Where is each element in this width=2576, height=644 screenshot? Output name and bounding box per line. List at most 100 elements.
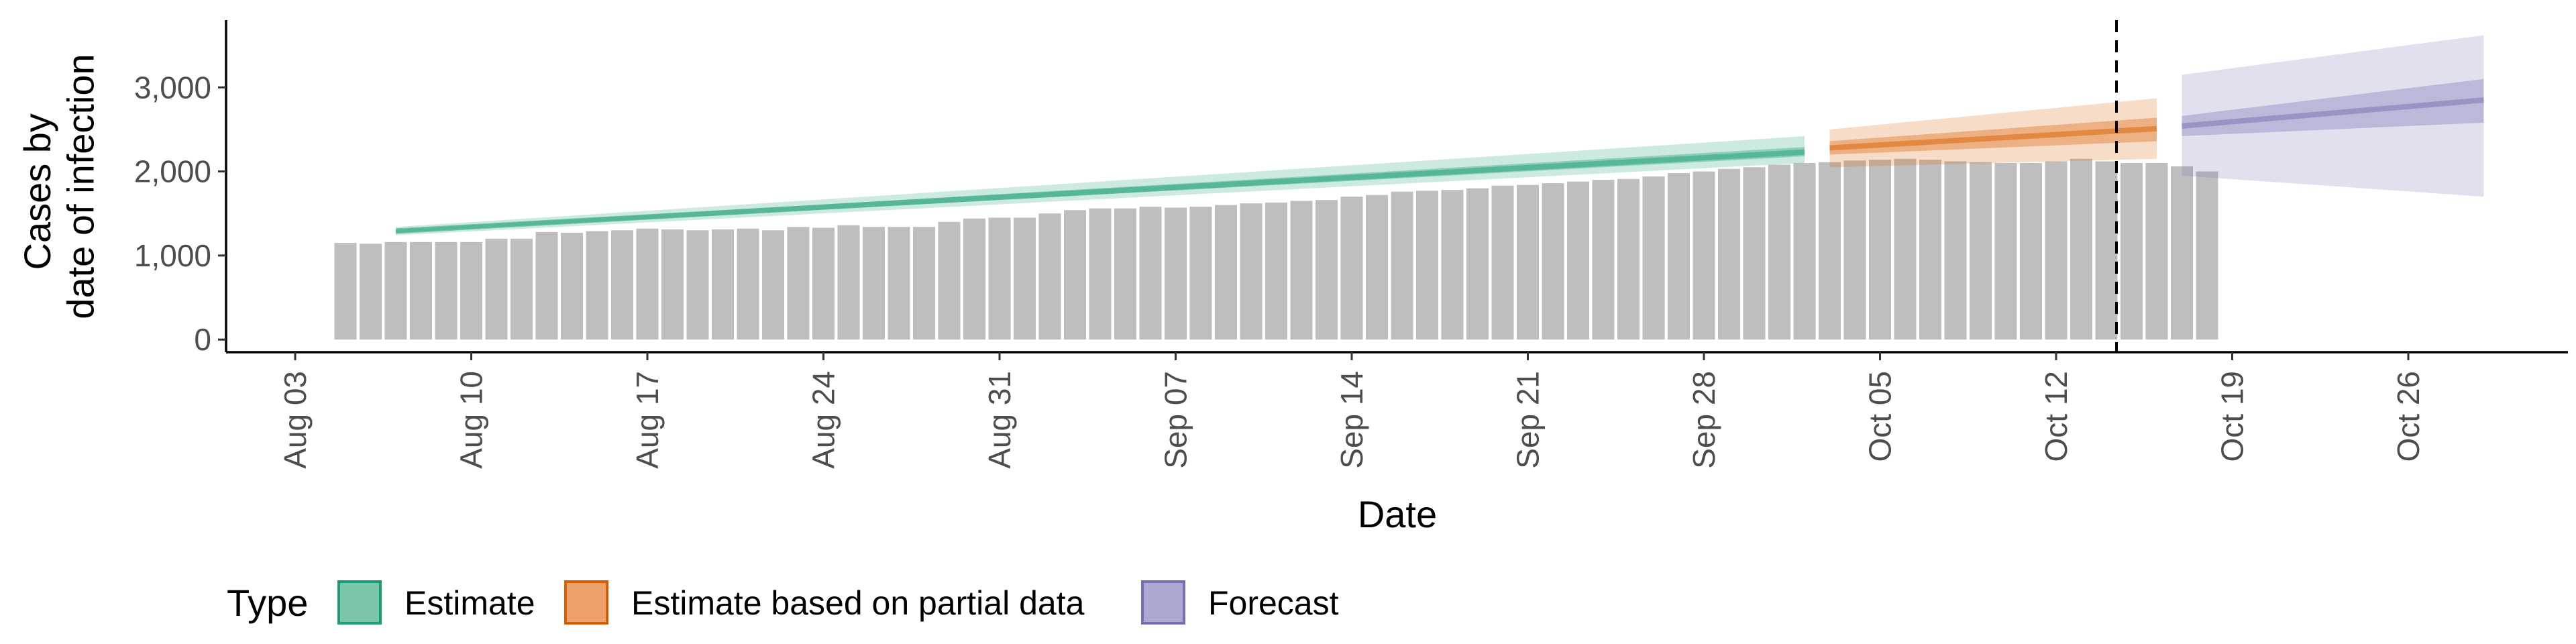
- series-estimate-based-on-partial-data: [1829, 98, 2157, 168]
- legend-title: Type: [227, 582, 308, 624]
- case-bar: [938, 221, 961, 340]
- x-tick-label: Aug 24: [806, 371, 841, 469]
- case-bar: [1064, 210, 1086, 340]
- case-bar: [737, 228, 759, 340]
- case-bar: [1265, 202, 1287, 340]
- case-bar: [1668, 173, 1690, 340]
- case-bar: [1441, 190, 1464, 340]
- case-bar: [1114, 208, 1136, 340]
- median-line: [395, 149, 1805, 234]
- case-bar: [485, 238, 508, 340]
- ribbons-layer: [395, 35, 2484, 235]
- legend-item-forecast: Forecast: [1141, 580, 1339, 625]
- median-line: [1829, 125, 2157, 151]
- case-bar: [2095, 161, 2118, 340]
- case-bar: [1542, 183, 1564, 340]
- x-tick-label: Oct 26: [2391, 371, 2426, 462]
- legend-swatch: [564, 580, 608, 625]
- case-bar: [988, 217, 1011, 340]
- case-bar: [1642, 176, 1665, 340]
- legend-item-estimate: Estimate: [337, 580, 535, 625]
- case-bar: [2145, 163, 2168, 340]
- case-bar: [1316, 200, 1338, 340]
- case-bar: [2171, 166, 2193, 340]
- legend-swatch: [1141, 580, 1185, 625]
- case-bar: [1215, 205, 1237, 340]
- x-tick-label: Sep 07: [1159, 371, 1193, 469]
- case-bar: [1617, 178, 1640, 340]
- x-tick-label: Oct 19: [2215, 371, 2250, 462]
- case-bar: [1165, 207, 1187, 340]
- case-bar: [1240, 203, 1263, 340]
- case-bar: [1290, 201, 1313, 340]
- y-tick-label: 3,000: [134, 70, 211, 105]
- case-bar: [1994, 163, 2017, 340]
- case-bar: [1139, 207, 1162, 340]
- case-bar: [1819, 162, 1841, 340]
- case-bar: [1189, 207, 1212, 340]
- case-bar: [1919, 160, 1941, 340]
- case-bar: [712, 229, 734, 340]
- case-bar: [360, 244, 382, 340]
- case-bar: [1743, 167, 1766, 340]
- case-bar: [2121, 163, 2143, 340]
- case-bar: [963, 218, 985, 340]
- y-tick-label: 1,000: [134, 238, 211, 273]
- x-axis-title: Date: [1358, 493, 1437, 535]
- case-bar: [561, 233, 583, 340]
- y-tick-label: 2,000: [134, 154, 211, 189]
- case-bar: [1340, 197, 1363, 340]
- case-bar: [1014, 217, 1036, 340]
- case-bar: [1466, 188, 1489, 340]
- case-bar: [2020, 163, 2042, 340]
- case-bar: [762, 230, 784, 340]
- x-tick-label: Oct 05: [1863, 371, 1898, 462]
- axes-layer: 0 1,000 2,000 3,000 Aug 03 Aug 10 Aug 17 Aug 24…: [134, 20, 2568, 469]
- series-estimate: [395, 136, 1805, 235]
- case-bar: [812, 227, 835, 340]
- legend-item-estimate-based-on-partial-data: Estimate based on partial data: [564, 580, 1085, 625]
- y-axis-title: Cases by date of infection: [16, 54, 101, 319]
- case-bar: [1944, 161, 1967, 340]
- case-bar: [1793, 163, 1816, 340]
- legend-swatch: [337, 580, 382, 625]
- legend: Type Estimate Estimate based on partial d…: [227, 580, 1339, 625]
- case-bar: [1894, 158, 1917, 340]
- x-tick-label: Aug 03: [278, 371, 313, 469]
- case-bar: [1517, 184, 1539, 340]
- y-axis-title-line-2: date of infection: [59, 54, 101, 319]
- case-bar: [2070, 158, 2092, 340]
- case-bar: [1366, 195, 1388, 340]
- case-bar: [511, 238, 533, 340]
- median-line: [2182, 97, 2484, 129]
- case-bar: [410, 241, 432, 340]
- case-bar: [787, 227, 810, 340]
- case-bar: [611, 230, 633, 340]
- case-bar: [837, 225, 860, 340]
- case-bar: [1038, 213, 1061, 340]
- series-forecast: [2182, 35, 2484, 197]
- case-bar: [661, 229, 684, 340]
- legend-label: Estimate based on partial data: [631, 584, 1085, 622]
- case-bar: [460, 241, 482, 340]
- case-bar: [1869, 160, 1891, 340]
- y-axis-title-line-1: Cases by: [16, 113, 58, 270]
- outer-interval-band: [2182, 35, 2484, 197]
- case-bar: [1416, 191, 1438, 340]
- x-tick-label: Sep 28: [1686, 371, 1721, 469]
- x-tick-label: Aug 17: [630, 371, 665, 469]
- case-bar: [1693, 171, 1715, 340]
- case-bar: [1970, 162, 1992, 340]
- x-tick-label: Oct 12: [2039, 371, 2074, 462]
- case-bar: [384, 241, 407, 340]
- case-bar: [636, 228, 659, 340]
- case-bar: [1718, 168, 1740, 340]
- case-bar: [1592, 180, 1615, 340]
- case-bar: [334, 243, 357, 340]
- case-bar: [1768, 164, 1790, 340]
- x-tick-label: Sep 21: [1511, 371, 1546, 469]
- x-tick-label: Aug 31: [982, 371, 1017, 469]
- case-bar: [1843, 160, 1866, 340]
- case-bar: [2196, 171, 2218, 340]
